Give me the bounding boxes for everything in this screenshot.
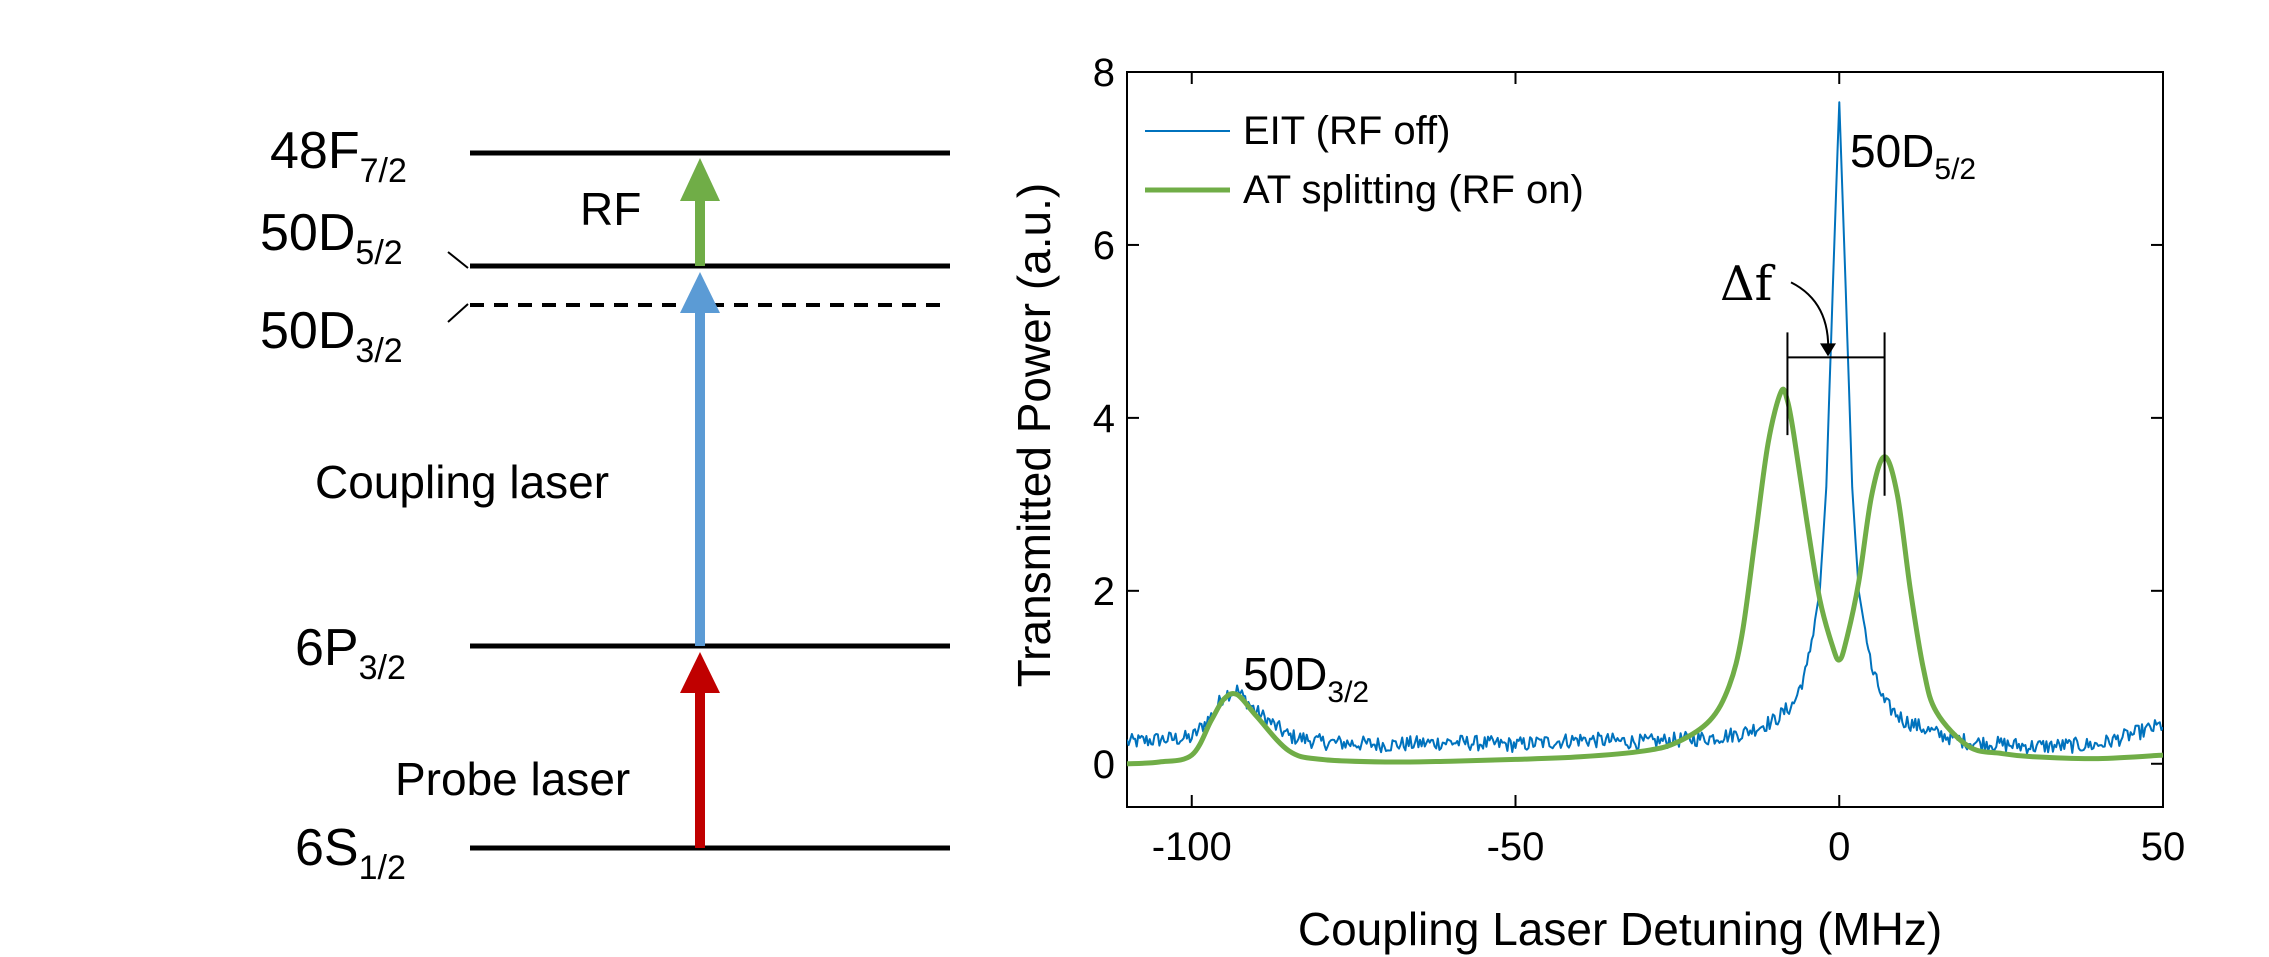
peak-label-50d32: 50D3/2: [1243, 648, 1369, 709]
level-label-50d32: 50D3/2: [260, 302, 403, 370]
legend: EIT (RF off) AT splitting (RF on): [1145, 109, 1584, 212]
legend-label-at: AT splitting (RF on): [1243, 168, 1584, 212]
rf-arrow: [680, 158, 720, 266]
level-label-6s: 6S1/2: [295, 819, 406, 887]
x-tick-label: -100: [1152, 825, 1232, 869]
coupling-laser-arrow: [680, 272, 720, 646]
x-tick-label: 50: [2141, 825, 2186, 869]
leader-50d32: [447, 303, 469, 323]
legend-label-eit: EIT (RF off): [1243, 109, 1450, 153]
rf-label: RF: [580, 183, 641, 235]
y-tick-label: 4: [1093, 397, 1115, 441]
splitting-pointer-head: [1820, 343, 1837, 357]
chart: -100 -50 0 50 0 2 4 6 8 Transmitted Power (a.u.)…: [1008, 51, 2185, 955]
y-tick-label: 0: [1093, 743, 1115, 787]
y-tick-label: 8: [1093, 51, 1115, 95]
leader-50d52: [447, 251, 469, 269]
x-tick-label: 0: [1828, 825, 1850, 869]
level-label-50d52: 50D5/2: [260, 204, 403, 272]
level-label-48f: 48F7/2: [270, 122, 407, 190]
y-axis-title: Transmitted Power (a.u.): [1008, 183, 1060, 687]
level-label-6p: 6P3/2: [295, 619, 406, 687]
coupling-laser-label: Coupling laser: [315, 456, 609, 508]
axis-ticks: -100 -50 0 50 0 2 4 6 8: [1093, 51, 2186, 869]
delta-f-label: Δf: [1720, 256, 1776, 312]
series-lines: [1127, 101, 2163, 767]
y-tick-label: 2: [1093, 570, 1115, 614]
y-tick-label: 6: [1093, 224, 1115, 268]
plot-area-frame: [1126, 71, 2164, 808]
peak-label-50d52: 50D5/2: [1850, 125, 1976, 186]
splitting-annotation: Δf: [1720, 256, 1886, 496]
probe-laser-label: Probe laser: [395, 753, 630, 805]
series-line-at-splitting: [1127, 386, 2163, 767]
x-tick-label: -50: [1487, 825, 1545, 869]
series-line-eit: [1127, 101, 2163, 755]
level-diagram: 48F7/2 50D5/2 50D3/2 6P3/2 6S1/2 RF Coup…: [260, 122, 950, 887]
probe-laser-arrow: [680, 652, 720, 848]
x-axis-title: Coupling Laser Detuning (MHz): [1298, 903, 1942, 955]
